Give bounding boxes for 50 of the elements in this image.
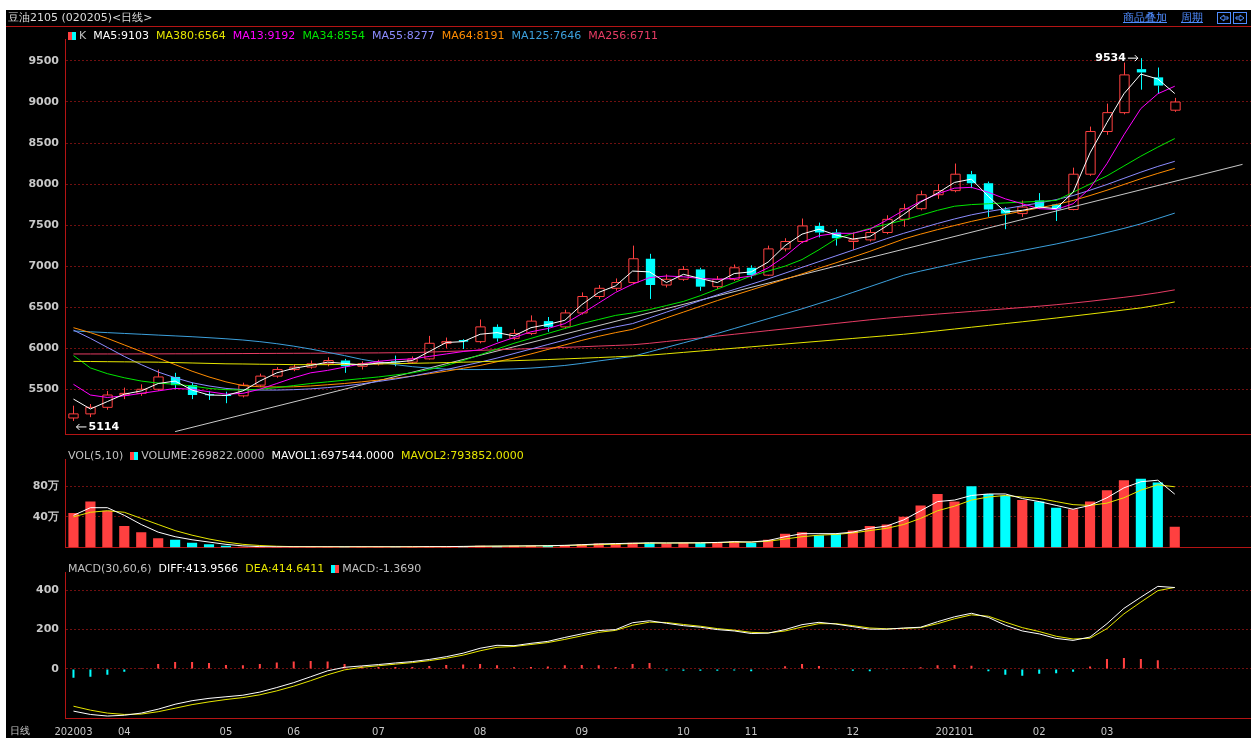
y-tick-label: 7000	[28, 259, 60, 272]
y-tick-label: 80万	[32, 479, 59, 493]
x-tick-label: 11	[744, 725, 758, 737]
y-tick-label: 6000	[28, 341, 60, 355]
y-tick-label: 40万	[32, 509, 59, 523]
y-tick-label: 9500	[28, 53, 60, 67]
x-tick-label: 07	[372, 725, 385, 737]
legend-label: VOLUME:269822.0000	[140, 449, 265, 462]
x-tick-label: 02	[1032, 725, 1046, 737]
y-tick-label: 8000	[28, 176, 60, 190]
chart-title: MACD(30,60,6)	[68, 562, 152, 575]
x-tick-label: 03	[1100, 725, 1114, 737]
y-tick-label: 400	[36, 583, 60, 597]
x-tick-label: 05	[219, 725, 233, 737]
text: MAVOL1:697544.0000	[271, 449, 395, 462]
legend-label: K	[78, 29, 87, 42]
text: MA64:8191	[441, 29, 505, 42]
text: DIFF:413.9566	[158, 562, 239, 575]
y-tick-label: 200	[36, 622, 60, 636]
text: MA55:8277	[372, 29, 435, 42]
x-tick-label: 10	[677, 725, 690, 737]
x-tick-label: 09	[575, 725, 589, 737]
x-tick-label: 04	[117, 725, 131, 737]
annotation: 5114	[88, 419, 120, 433]
text: MA34:8554	[302, 29, 366, 42]
text: MA380:6564	[155, 29, 226, 42]
text: DEA:414.6411	[245, 562, 325, 575]
x-axis-title: 日线	[10, 724, 30, 738]
chart-title: 豆油2105 (020205)<日线>	[8, 10, 153, 26]
y-tick-label: 5500	[28, 382, 60, 396]
text: MAVOL2:793852.0000	[401, 449, 524, 462]
x-tick-label: 202003	[54, 725, 93, 737]
y-tick-label: 8500	[28, 135, 60, 149]
annotation: 9534	[1095, 51, 1127, 65]
text: 周期	[1181, 10, 1203, 26]
x-tick-label: 06	[287, 725, 301, 737]
x-tick-label: 12	[846, 725, 860, 737]
text: MA13:9192	[232, 29, 296, 42]
legend-label: MACD:-1.3690	[341, 562, 422, 575]
text: MA256:6711	[588, 29, 658, 42]
x-tick-label: 08	[473, 725, 487, 737]
y-tick-label: 9000	[28, 94, 60, 108]
text: MA5:9103	[93, 29, 149, 42]
y-tick-label: 6500	[28, 300, 60, 314]
chart-title: VOL(5,10)	[68, 449, 124, 462]
text: MA125:7646	[511, 29, 582, 42]
text: 商品叠加	[1123, 10, 1167, 26]
y-tick-label: 0	[51, 661, 60, 675]
y-tick-label: 7500	[28, 217, 60, 231]
x-tick-label: 202101	[935, 725, 974, 737]
